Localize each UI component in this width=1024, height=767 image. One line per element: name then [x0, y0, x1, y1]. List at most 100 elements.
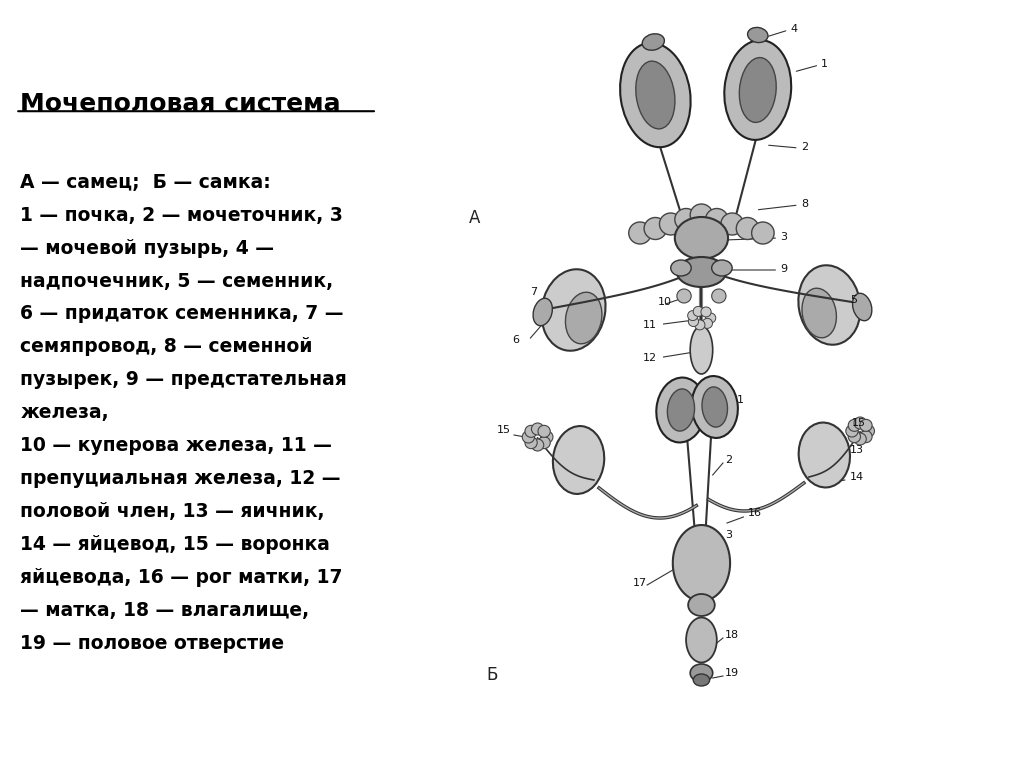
- Text: — матка, 18 — влагалище,: — матка, 18 — влагалище,: [20, 601, 309, 621]
- Text: железа,: железа,: [20, 403, 110, 423]
- Ellipse shape: [688, 594, 715, 616]
- Text: 6: 6: [512, 335, 519, 345]
- Text: 6 — придаток семенника, 7 —: 6 — придаток семенника, 7 —: [20, 304, 344, 324]
- Text: надпочечник, 5 — семенник,: надпочечник, 5 — семенник,: [20, 272, 334, 291]
- Circle shape: [848, 420, 860, 431]
- Text: 15: 15: [497, 425, 511, 435]
- Text: 3: 3: [725, 530, 732, 540]
- Text: 1 — почка, 2 — мочеточник, 3: 1 — почка, 2 — мочеточник, 3: [20, 206, 343, 225]
- Text: 13: 13: [850, 445, 864, 455]
- Circle shape: [854, 433, 866, 445]
- Ellipse shape: [636, 61, 675, 129]
- Text: 17: 17: [633, 578, 647, 588]
- Text: половой член, 13 — яичник,: половой член, 13 — яичник,: [20, 502, 325, 522]
- Circle shape: [706, 313, 716, 323]
- Text: 5: 5: [850, 295, 857, 305]
- Text: 15: 15: [852, 418, 866, 428]
- Circle shape: [854, 417, 866, 429]
- Text: 7: 7: [530, 287, 538, 297]
- Text: 10: 10: [657, 297, 672, 307]
- Circle shape: [848, 430, 860, 443]
- Circle shape: [541, 431, 553, 443]
- Ellipse shape: [693, 674, 710, 686]
- Circle shape: [538, 436, 550, 449]
- Circle shape: [531, 423, 544, 435]
- Circle shape: [525, 436, 538, 449]
- Text: 18: 18: [725, 630, 739, 640]
- Circle shape: [860, 430, 872, 443]
- Circle shape: [531, 439, 544, 451]
- Ellipse shape: [656, 377, 706, 443]
- Text: пузырек, 9 — предстательная: пузырек, 9 — предстательная: [20, 370, 347, 390]
- Text: 9: 9: [780, 264, 787, 274]
- Circle shape: [688, 311, 698, 321]
- Text: 12: 12: [643, 353, 657, 363]
- Circle shape: [712, 289, 726, 303]
- Text: 2: 2: [801, 142, 808, 152]
- Ellipse shape: [621, 43, 690, 147]
- Circle shape: [525, 426, 538, 437]
- Circle shape: [659, 213, 682, 235]
- Ellipse shape: [724, 40, 792, 140]
- Text: 19: 19: [725, 668, 739, 678]
- Ellipse shape: [671, 260, 691, 276]
- Ellipse shape: [702, 387, 727, 427]
- Ellipse shape: [748, 28, 768, 43]
- Text: 14 — яйцевод, 15 — воронка: 14 — яйцевод, 15 — воронка: [20, 535, 331, 555]
- Text: Б: Б: [486, 666, 498, 684]
- Text: 1: 1: [821, 59, 828, 69]
- Circle shape: [752, 222, 774, 244]
- Ellipse shape: [565, 292, 602, 344]
- Circle shape: [690, 204, 713, 226]
- Text: А — самец;  Б — самка:: А — самец; Б — самка:: [20, 173, 271, 192]
- Circle shape: [694, 320, 705, 330]
- Text: 4: 4: [791, 24, 798, 34]
- Circle shape: [846, 425, 858, 437]
- Circle shape: [522, 431, 535, 443]
- Text: 1: 1: [737, 395, 744, 405]
- Ellipse shape: [802, 288, 837, 337]
- Text: препуциальная железа, 12 —: препуциальная железа, 12 —: [20, 469, 341, 489]
- Text: 8: 8: [801, 199, 808, 209]
- Circle shape: [860, 420, 872, 431]
- Circle shape: [862, 425, 874, 437]
- Circle shape: [538, 426, 550, 437]
- Ellipse shape: [668, 389, 694, 431]
- Ellipse shape: [642, 34, 665, 50]
- Text: яйцевода, 16 — рог матки, 17: яйцевода, 16 — рог матки, 17: [20, 568, 343, 588]
- Ellipse shape: [534, 298, 552, 326]
- Ellipse shape: [542, 269, 605, 351]
- Ellipse shape: [799, 423, 850, 488]
- Text: 16: 16: [748, 508, 762, 518]
- Ellipse shape: [799, 265, 860, 344]
- Circle shape: [706, 209, 728, 231]
- Ellipse shape: [686, 617, 717, 663]
- Ellipse shape: [553, 426, 604, 494]
- Circle shape: [644, 218, 667, 239]
- Text: 11: 11: [643, 320, 657, 330]
- Circle shape: [629, 222, 651, 244]
- Circle shape: [693, 307, 703, 317]
- Circle shape: [721, 213, 743, 235]
- Circle shape: [702, 318, 713, 328]
- Text: 2: 2: [725, 455, 732, 465]
- Circle shape: [675, 209, 697, 231]
- Ellipse shape: [690, 664, 713, 682]
- Ellipse shape: [712, 260, 732, 276]
- Text: А: А: [469, 209, 480, 227]
- Ellipse shape: [691, 376, 738, 438]
- Text: семяпровод, 8 — семенной: семяпровод, 8 — семенной: [20, 337, 313, 357]
- Text: — мочевой пузырь, 4 —: — мочевой пузырь, 4 —: [20, 239, 274, 258]
- Ellipse shape: [675, 217, 728, 259]
- Ellipse shape: [739, 58, 776, 123]
- Polygon shape: [673, 525, 730, 601]
- Circle shape: [736, 218, 759, 239]
- Text: 3: 3: [780, 232, 787, 242]
- Circle shape: [688, 317, 698, 327]
- Text: 14: 14: [850, 472, 864, 482]
- Ellipse shape: [690, 326, 713, 374]
- Ellipse shape: [853, 293, 871, 321]
- Text: 19 — половое отверстие: 19 — половое отверстие: [20, 634, 285, 653]
- Ellipse shape: [677, 257, 726, 287]
- Circle shape: [700, 307, 712, 317]
